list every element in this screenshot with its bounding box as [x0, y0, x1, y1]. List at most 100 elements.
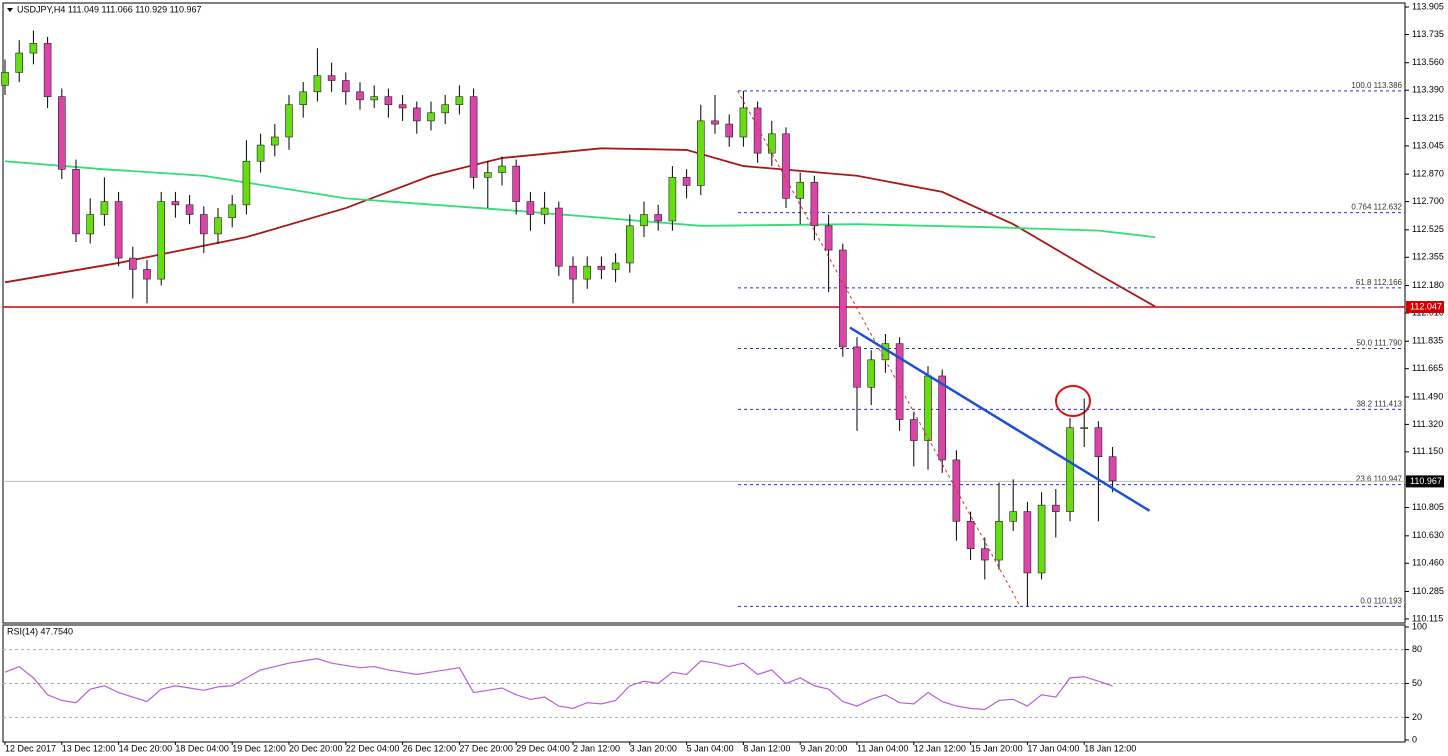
candle-body — [909, 419, 918, 441]
candle-body — [597, 265, 606, 270]
candle-body — [114, 201, 123, 259]
x-tick-label: 3 Jan 20:00 — [630, 743, 677, 753]
fib-label: 50.0 111.790 — [1356, 339, 1402, 348]
y-tick-label: 110.285 — [1412, 586, 1444, 596]
y-tick-label: 112.525 — [1412, 224, 1444, 234]
rsi-tick-label: 50 — [1412, 678, 1422, 688]
fib-label: 61.8 112.166 — [1356, 278, 1403, 287]
chart-header: USDJPY,H4 111.049 111.066 110.929 110.96… — [17, 4, 201, 14]
y-tick-label: 111.320 — [1412, 419, 1443, 429]
candle-body — [526, 201, 535, 215]
candle-body — [299, 91, 308, 106]
y-tick-label: 112.870 — [1412, 169, 1444, 179]
y-tick-label: 110.630 — [1412, 530, 1444, 540]
y-tick-label: 110.805 — [1412, 502, 1444, 512]
candle-body — [370, 96, 379, 101]
candle-body — [654, 214, 663, 222]
rsi-line — [4, 658, 1113, 711]
moving-average — [4, 147, 1156, 308]
fib-label: 23.6 110.947 — [1356, 475, 1403, 484]
trendline — [849, 326, 1151, 512]
candle-body — [853, 346, 861, 388]
candle-body — [427, 112, 435, 122]
x-tick-label: 9 Jan 20:00 — [800, 743, 847, 753]
y-tick-label: 112.180 — [1412, 280, 1444, 290]
candle-body — [285, 104, 293, 138]
y-tick-label: 113.735 — [1412, 29, 1444, 39]
y-tick-label: 112.700 — [1412, 196, 1444, 206]
candle-body — [356, 91, 364, 101]
candle-body — [29, 43, 38, 54]
candle-body — [1037, 504, 1046, 574]
candle-body — [966, 520, 975, 550]
support-label: 112.047 — [1410, 301, 1442, 311]
moving-average — [4, 160, 1156, 239]
candle-body — [782, 133, 790, 199]
candle-body — [441, 104, 450, 114]
candle-body — [455, 96, 464, 106]
y-tick-label: 111.490 — [1412, 391, 1443, 401]
rsi-title: RSI(14) 47.7540 — [7, 626, 73, 636]
rsi-tick-label: 100 — [1412, 621, 1427, 631]
candle-body — [540, 207, 549, 215]
fib-trend — [737, 90, 1021, 607]
y-tick-label: 111.150 — [1412, 446, 1443, 456]
candle-body — [767, 133, 776, 154]
candle-body — [995, 520, 1003, 561]
candle-body — [86, 214, 94, 235]
candle-body — [696, 120, 705, 186]
highlight-circle — [1055, 385, 1091, 417]
candle-body — [57, 96, 66, 170]
x-tick-label: 29 Dec 04:00 — [516, 743, 570, 753]
y-tick-label: 110.460 — [1412, 558, 1444, 568]
y-tick-label: 113.390 — [1412, 85, 1444, 95]
candle-body — [327, 75, 336, 81]
candle-body — [1009, 511, 1018, 522]
candle-body — [838, 249, 847, 348]
candle-body — [1108, 456, 1117, 482]
candle-body — [824, 225, 833, 251]
candle-body — [43, 43, 52, 97]
candle-body — [129, 257, 137, 270]
candle-body — [810, 181, 819, 227]
candle-body — [469, 96, 478, 178]
candle-body — [867, 359, 876, 388]
candle-body — [611, 262, 620, 270]
candle-body — [512, 165, 521, 202]
candle-body — [739, 107, 748, 138]
fib-label: 0.764 112.632 — [1351, 203, 1402, 212]
candle-body — [554, 207, 563, 267]
x-tick-label: 19 Dec 12:00 — [232, 743, 286, 753]
candle-body — [569, 265, 577, 280]
candle-body — [15, 52, 23, 73]
y-tick-label: 113.905 — [1412, 1, 1444, 11]
x-tick-label: 2 Jan 12:00 — [573, 743, 620, 753]
y-tick-label: 111.835 — [1412, 336, 1443, 346]
x-tick-label: 27 Dec 20:00 — [459, 743, 513, 753]
candle-body — [242, 160, 251, 206]
candle-body — [980, 548, 989, 561]
last-price-box — [1406, 475, 1444, 488]
support-box — [1406, 301, 1444, 314]
candle-body — [725, 123, 734, 138]
x-tick-label: 22 Dec 04:00 — [346, 743, 400, 753]
candle-body — [384, 96, 393, 106]
candle-body — [952, 459, 961, 522]
candle-body — [270, 136, 279, 146]
candle-body — [1052, 504, 1060, 512]
candle-body — [228, 204, 236, 219]
candle-body — [185, 204, 194, 215]
candle-body — [1080, 427, 1088, 429]
candle-body — [157, 201, 165, 280]
candle-body — [682, 177, 691, 186]
candle-body — [483, 172, 492, 178]
candle-body — [214, 217, 222, 235]
candle-body — [1066, 427, 1074, 512]
candle-body — [256, 144, 265, 162]
candle-body — [711, 120, 719, 125]
x-tick-label: 12 Jan 12:00 — [914, 743, 966, 753]
x-tick-label: 26 Dec 12:00 — [403, 743, 457, 753]
y-tick-label: 113.215 — [1412, 113, 1444, 123]
y-tick-label: 111.665 — [1412, 363, 1443, 373]
